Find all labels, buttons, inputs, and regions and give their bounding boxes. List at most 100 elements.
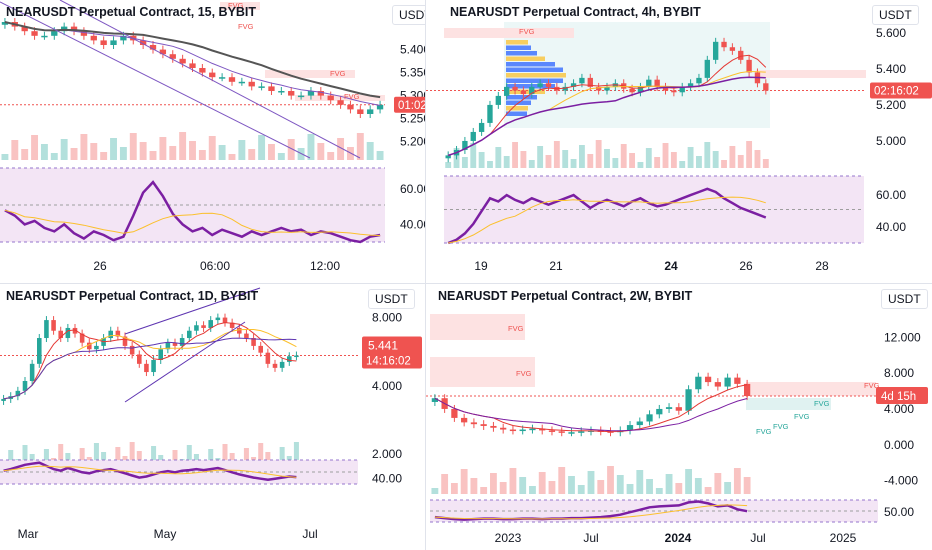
volume-bar — [578, 145, 585, 168]
candle-body — [279, 361, 285, 368]
fvg-label: FVG — [864, 381, 880, 390]
x-tick-label: May — [154, 527, 177, 541]
candle-body — [237, 327, 242, 334]
candle-body — [746, 59, 752, 73]
rsi-tick-label: 50.00 — [884, 505, 914, 519]
volume-bar — [545, 155, 552, 168]
chart-panel-2w[interactable]: NEARUSDT Perpetual Contract, 2W, BYBIT U… — [426, 284, 932, 550]
volume-bar — [704, 142, 711, 168]
fvg-zone — [220, 2, 260, 10]
candle-body — [65, 327, 71, 339]
candle-body — [729, 47, 736, 51]
rsi-tick-label: 40.00 — [372, 472, 402, 486]
candle-body — [31, 31, 38, 36]
candle-body — [1, 398, 6, 401]
volume-bar — [470, 143, 477, 168]
volume-bar — [520, 151, 527, 168]
volume-bar — [22, 445, 28, 470]
y-tick-label: -4.000 — [884, 474, 918, 488]
volume-bar — [570, 159, 577, 168]
volume-bar — [696, 156, 702, 168]
chart-panel-15m[interactable]: NEARUSDT Perpetual Contract, 15, BYBIT U… — [0, 0, 425, 283]
rsi-tick-label: 60.00 — [876, 188, 906, 202]
volume-bar — [93, 443, 99, 470]
candle-body — [478, 122, 485, 132]
chart-title: NEARUSDT Perpetual Contract, 4h, BYBIT — [450, 5, 701, 19]
volume-bar — [100, 152, 108, 160]
candle-body — [79, 333, 85, 343]
chart-canvas[interactable]: 8.000 4.000 2.000 40.00 5.441 14:16:02 Mar May J… — [0, 284, 425, 550]
moving-average-line — [447, 76, 766, 157]
chart-canvas[interactable]: 5.600 5.400 5.200 5.000 60.00 40.00 02:16:02 FV… — [426, 0, 932, 283]
candle-body — [695, 376, 702, 390]
candle-body — [72, 327, 78, 334]
volume-bar — [337, 138, 345, 160]
candle-body — [1, 22, 9, 25]
candle-body — [504, 86, 510, 96]
candle-body — [218, 77, 226, 79]
currency-button[interactable]: USDT — [881, 289, 928, 309]
volume-bar — [129, 442, 135, 470]
fvg-label: FVG — [330, 69, 346, 78]
volume-bar — [31, 135, 39, 160]
candle-body — [115, 330, 121, 337]
candle-body — [179, 58, 186, 64]
candle-body — [307, 91, 315, 96]
candle-body — [520, 90, 527, 95]
candle-body — [37, 338, 42, 364]
currency-button[interactable]: USDT — [872, 5, 919, 25]
price-badge-text: 01:02 — [398, 100, 425, 112]
chart-panel-1d[interactable]: NEARUSDT Perpetual Contract, 1D, BYBIT U… — [0, 284, 425, 550]
volume-bar — [470, 478, 478, 494]
volume-bar — [562, 150, 569, 168]
candle-body — [209, 72, 216, 78]
candle-body — [288, 91, 295, 96]
x-tick-label: 2024 — [665, 531, 692, 545]
chart-canvas[interactable]: 5.4005.3505.3005.2505.20060.0040.0001:02… — [0, 0, 425, 283]
fvg-zone — [430, 357, 535, 387]
candle-body — [347, 104, 354, 110]
x-tick-label: Jul — [302, 527, 317, 541]
volume-bar — [21, 149, 29, 160]
volume-bar — [487, 161, 493, 168]
x-tick-label: Jul — [750, 531, 765, 545]
volume-bar — [577, 485, 585, 494]
candle-body — [327, 95, 334, 101]
candle-body — [431, 398, 439, 402]
volume-bar — [620, 144, 627, 168]
volume-bar — [670, 152, 677, 168]
volume-bar — [139, 142, 147, 160]
volume-bar — [80, 134, 88, 160]
y-tick-label: 8.000 — [884, 366, 914, 380]
moving-average-line — [434, 397, 748, 432]
candle-body — [272, 363, 278, 368]
candle-body — [244, 333, 249, 339]
price-badge — [870, 82, 932, 99]
chart-panel-4h[interactable]: NEARUSDT Perpetual Contract, 4h, BYBIT U… — [426, 0, 932, 283]
currency-button[interactable]: USDT — [368, 289, 415, 309]
candle-body — [656, 408, 663, 415]
volume-bar — [11, 140, 19, 160]
fvg-zone — [756, 70, 866, 78]
volume-bar — [238, 140, 246, 160]
y-tick-label: 5.400 — [876, 62, 906, 76]
candle-body — [122, 336, 128, 346]
candle-body — [187, 330, 192, 339]
volume-bar — [50, 153, 58, 160]
price-badge — [394, 96, 425, 113]
candle-body — [578, 431, 585, 433]
rsi-tick-label: 40.00 — [400, 217, 425, 231]
candle-body — [144, 363, 149, 373]
rsi-tick-label: 60.00 — [400, 182, 425, 196]
volume-bar — [277, 153, 285, 160]
candle-body — [629, 88, 635, 93]
volume-bar — [587, 471, 595, 494]
y-tick-label: 4.000 — [884, 402, 914, 416]
candle-body — [251, 338, 256, 346]
volume-bar — [461, 157, 468, 168]
volume-bar — [721, 160, 727, 168]
currency-button[interactable]: USDT — [392, 5, 425, 25]
candle-body — [470, 422, 478, 425]
